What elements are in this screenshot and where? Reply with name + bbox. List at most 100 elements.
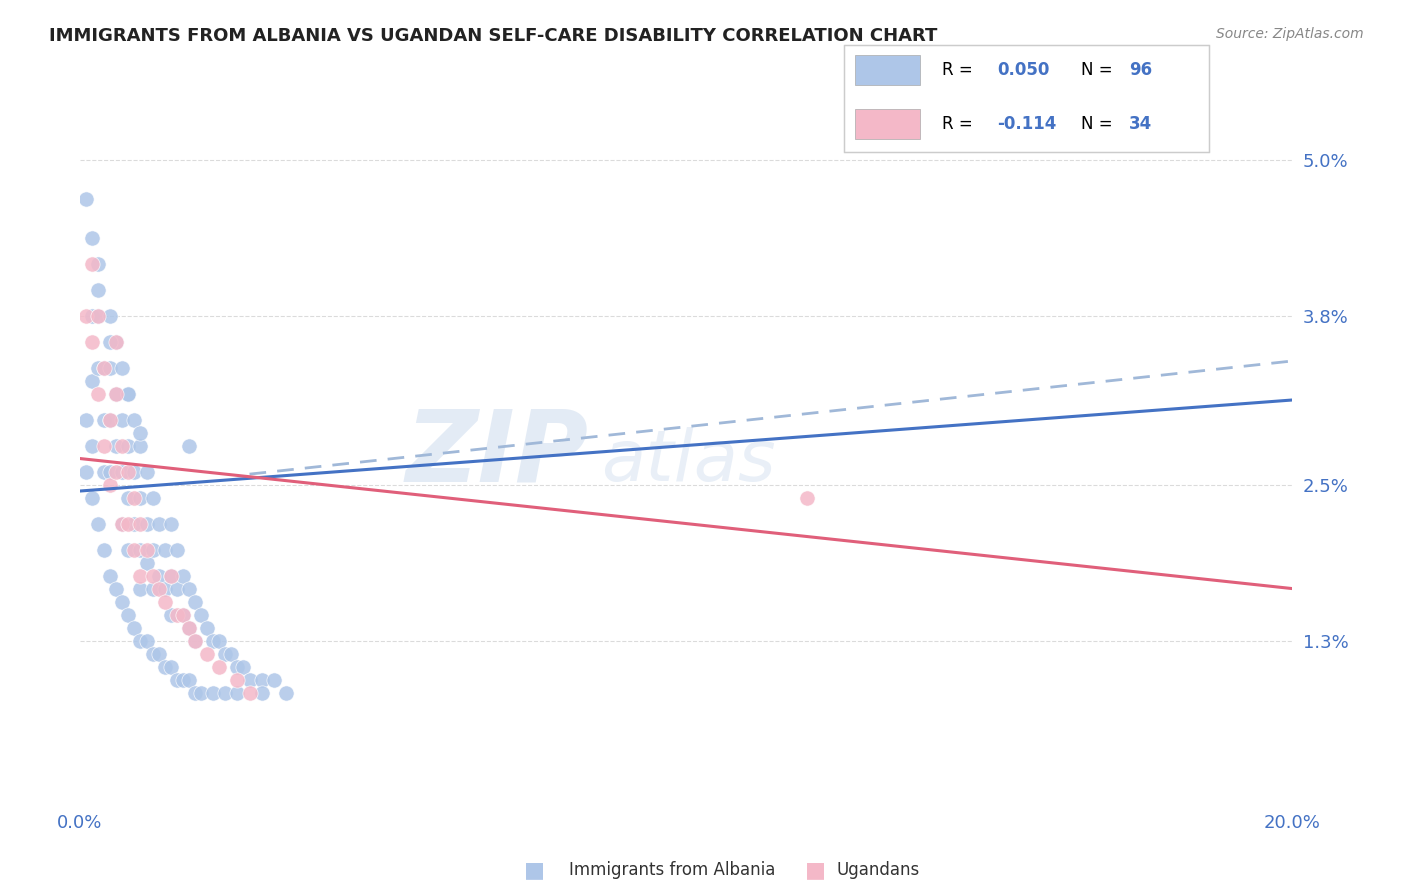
Point bbox=[172, 607, 194, 622]
Point bbox=[166, 542, 188, 557]
Point bbox=[142, 647, 165, 661]
Point bbox=[214, 685, 236, 699]
Point bbox=[195, 621, 218, 635]
Point bbox=[172, 568, 194, 582]
Point bbox=[117, 516, 139, 531]
Point bbox=[208, 633, 231, 648]
Point bbox=[124, 621, 146, 635]
Text: ■: ■ bbox=[806, 860, 825, 880]
Point bbox=[148, 516, 170, 531]
Point bbox=[117, 438, 139, 452]
Text: 96: 96 bbox=[1129, 62, 1152, 79]
Point bbox=[129, 491, 152, 505]
Point bbox=[221, 647, 243, 661]
Point bbox=[87, 386, 110, 401]
Point bbox=[177, 673, 200, 687]
Point bbox=[135, 556, 157, 570]
Point bbox=[75, 465, 97, 479]
Point bbox=[142, 491, 165, 505]
Point bbox=[111, 516, 134, 531]
Point bbox=[93, 465, 115, 479]
Point bbox=[111, 465, 134, 479]
Point bbox=[98, 309, 121, 323]
Point bbox=[232, 659, 254, 673]
Point bbox=[124, 542, 146, 557]
Point bbox=[142, 568, 165, 582]
Point bbox=[111, 594, 134, 608]
Point bbox=[184, 594, 207, 608]
Point bbox=[166, 582, 188, 596]
Point bbox=[105, 438, 128, 452]
Point bbox=[238, 685, 260, 699]
Point bbox=[98, 412, 121, 426]
Point bbox=[80, 334, 103, 349]
Point bbox=[226, 659, 249, 673]
Point bbox=[166, 607, 188, 622]
Point bbox=[177, 582, 200, 596]
Point bbox=[214, 647, 236, 661]
Point bbox=[159, 568, 181, 582]
Text: Source: ZipAtlas.com: Source: ZipAtlas.com bbox=[1216, 27, 1364, 41]
Point bbox=[98, 568, 121, 582]
Text: N =: N = bbox=[1081, 62, 1118, 79]
Point bbox=[159, 607, 181, 622]
Point bbox=[98, 465, 121, 479]
Text: 0.050: 0.050 bbox=[997, 62, 1049, 79]
Point bbox=[124, 465, 146, 479]
Point bbox=[80, 256, 103, 270]
Point bbox=[80, 374, 103, 388]
Text: ■: ■ bbox=[524, 860, 544, 880]
Point bbox=[117, 386, 139, 401]
Point bbox=[238, 673, 260, 687]
Point bbox=[166, 673, 188, 687]
Point bbox=[105, 386, 128, 401]
Point bbox=[142, 542, 165, 557]
Point bbox=[80, 309, 103, 323]
Point bbox=[111, 360, 134, 375]
Point bbox=[172, 673, 194, 687]
Point bbox=[87, 309, 110, 323]
Point bbox=[153, 542, 176, 557]
Point bbox=[226, 685, 249, 699]
Point bbox=[80, 230, 103, 244]
Point bbox=[250, 673, 273, 687]
Point bbox=[202, 633, 225, 648]
Text: atlas: atlas bbox=[600, 426, 776, 496]
Text: IMMIGRANTS FROM ALBANIA VS UGANDAN SELF-CARE DISABILITY CORRELATION CHART: IMMIGRANTS FROM ALBANIA VS UGANDAN SELF-… bbox=[49, 27, 938, 45]
Point bbox=[129, 542, 152, 557]
Point bbox=[135, 542, 157, 557]
Point bbox=[153, 659, 176, 673]
Point bbox=[87, 309, 110, 323]
Point bbox=[93, 542, 115, 557]
Point bbox=[159, 516, 181, 531]
Point bbox=[124, 412, 146, 426]
Text: Immigrants from Albania: Immigrants from Albania bbox=[569, 861, 776, 879]
Point bbox=[75, 309, 97, 323]
Text: -0.114: -0.114 bbox=[997, 115, 1056, 133]
Point bbox=[117, 465, 139, 479]
Point bbox=[177, 621, 200, 635]
Point bbox=[190, 685, 212, 699]
Text: R =: R = bbox=[942, 115, 979, 133]
Point bbox=[111, 516, 134, 531]
Point bbox=[148, 568, 170, 582]
Point bbox=[129, 568, 152, 582]
Text: R =: R = bbox=[942, 62, 979, 79]
Point bbox=[250, 685, 273, 699]
Point bbox=[105, 334, 128, 349]
Point bbox=[129, 582, 152, 596]
Point bbox=[117, 491, 139, 505]
Point bbox=[98, 334, 121, 349]
Point bbox=[98, 412, 121, 426]
Point bbox=[135, 633, 157, 648]
Point bbox=[105, 582, 128, 596]
Text: Ugandans: Ugandans bbox=[837, 861, 920, 879]
Point bbox=[98, 477, 121, 491]
Point bbox=[184, 633, 207, 648]
Point bbox=[105, 465, 128, 479]
Text: 34: 34 bbox=[1129, 115, 1152, 133]
Point bbox=[93, 360, 115, 375]
FancyBboxPatch shape bbox=[855, 55, 921, 86]
Point bbox=[87, 283, 110, 297]
Point bbox=[75, 412, 97, 426]
